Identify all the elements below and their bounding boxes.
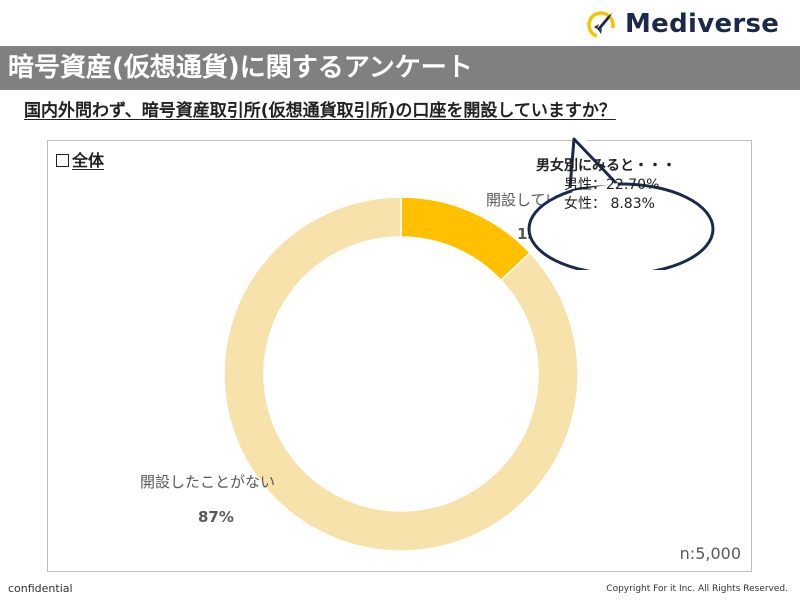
donut-slice-1	[223, 196, 579, 552]
title-bar: 暗号資産(仮想通貨)に関するアンケート	[0, 46, 800, 90]
sample-size: n:5,000	[679, 544, 741, 563]
callout-row-label: 女性：	[564, 196, 606, 212]
brand-logo: Mediverse	[585, 6, 779, 42]
callout-text: 男女別にみると・・・ 男性：22.70% 女性： 8.83%	[536, 157, 676, 214]
callout-row-male: 男性：22.70%	[536, 176, 676, 195]
footer-confidential: confidential	[8, 582, 73, 595]
slice-value-1: 87%	[198, 508, 234, 526]
slice-label-1: 開設したことがない	[140, 473, 276, 491]
callout-row-female: 女性： 8.83%	[536, 195, 676, 214]
panel-label: 全体	[56, 147, 104, 171]
callout-row-value: 22.70%	[606, 177, 660, 193]
donut-chart	[223, 196, 579, 552]
checkbox-icon	[56, 154, 69, 167]
panel-label-text: 全体	[72, 151, 105, 170]
callout-title: 男女別にみると・・・	[536, 158, 676, 174]
chart-panel: 全体 開設している 13% 開設したことがない 87% n:5,000	[47, 140, 752, 572]
callout-bubble	[527, 121, 715, 270]
callout-row-label: 男性：	[564, 177, 606, 193]
brand-name: Mediverse	[625, 9, 780, 39]
callout-row-value: 8.83%	[606, 196, 655, 212]
rocket-icon	[587, 11, 615, 39]
survey-question: 国内外問わず、暗号資産取引所(仮想通貨取引所)の口座を開設していますか？	[24, 101, 616, 121]
footer-copyright: Copyright For it Inc. All Rights Reserve…	[606, 584, 788, 594]
page-title: 暗号資産(仮想通貨)に関するアンケート	[8, 53, 473, 83]
